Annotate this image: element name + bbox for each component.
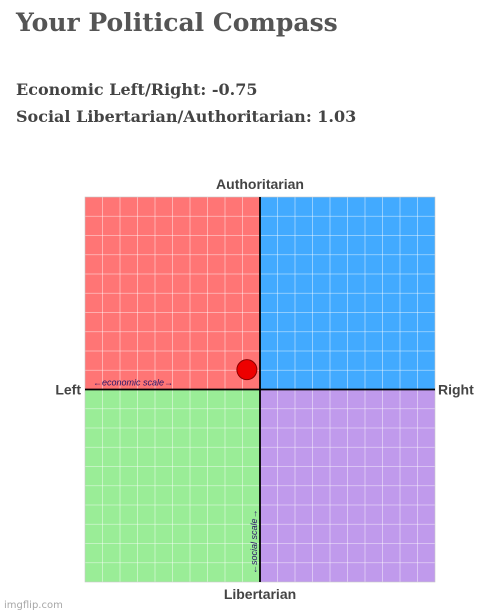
social-score: Social Libertarian/Authoritarian: 1.03 [16, 107, 357, 126]
compass-position-point [236, 359, 258, 381]
social-scale-label: ←social scale→ [249, 509, 259, 574]
watermark: imgflip.com [4, 600, 63, 611]
axis-label-authoritarian: Authoritarian [216, 176, 304, 192]
economic-score: Economic Left/Right: -0.75 [16, 80, 258, 99]
axis-label-right: Right [438, 382, 474, 398]
page-title: Your Political Compass [16, 8, 338, 37]
political-compass-chart: Authoritarian Libertarian Left Right ←econom… [0, 160, 500, 602]
axis-label-left: Left [55, 382, 81, 398]
compass-svg: Authoritarian Libertarian Left Right ←econom… [55, 176, 474, 602]
economic-scale-label: ←economic scale→ [93, 378, 173, 388]
axis-label-libertarian: Libertarian [224, 586, 296, 600]
